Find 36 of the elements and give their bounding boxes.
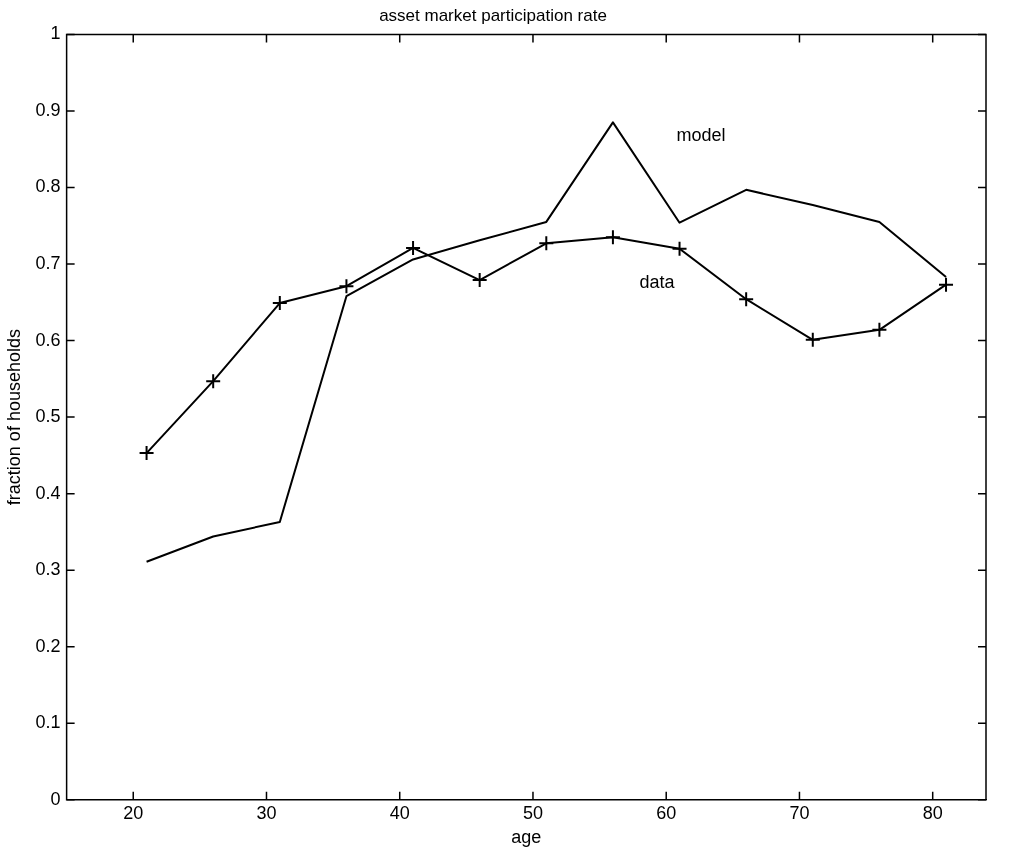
point	[205, 373, 222, 390]
x-tick-label: 20	[123, 802, 144, 823]
chart-title: asset market participation rate	[379, 5, 607, 25]
x-tick-label: 40	[389, 802, 410, 823]
series-label: data	[639, 272, 676, 293]
point	[738, 291, 755, 308]
point	[604, 229, 621, 246]
point	[271, 295, 288, 312]
point	[871, 321, 888, 338]
point	[538, 235, 555, 252]
point	[804, 331, 821, 348]
text: model	[676, 125, 726, 146]
y-tick-label: 0.2	[35, 635, 61, 656]
point	[471, 272, 488, 289]
y-tick-label: 0	[50, 788, 61, 809]
y-tick-label: 0.7	[35, 252, 61, 273]
y-tick-label: 0.4	[35, 482, 61, 503]
x-tick-label: 60	[656, 802, 677, 823]
y-tick-label: 1	[50, 23, 61, 44]
x-axis-title: age	[511, 827, 542, 848]
point	[405, 239, 422, 256]
x-tick-label: 50	[522, 802, 543, 823]
y-tick-label: 0.1	[35, 712, 61, 733]
point	[138, 445, 155, 462]
y-tick-label: 0.9	[35, 99, 61, 120]
y-tick-label: 0.8	[35, 176, 61, 197]
y-tick-label: 0.5	[35, 406, 61, 427]
point	[671, 240, 688, 257]
y-tick-label: 0.6	[35, 329, 61, 350]
y-axis-title: fraction of households	[3, 329, 24, 506]
y-tick-label: 0.3	[35, 559, 61, 580]
point	[938, 276, 955, 293]
x-tick-label: 70	[789, 802, 810, 823]
x-tick-label: 30	[256, 802, 277, 823]
x-tick-label: 80	[922, 802, 943, 823]
point	[338, 278, 355, 295]
